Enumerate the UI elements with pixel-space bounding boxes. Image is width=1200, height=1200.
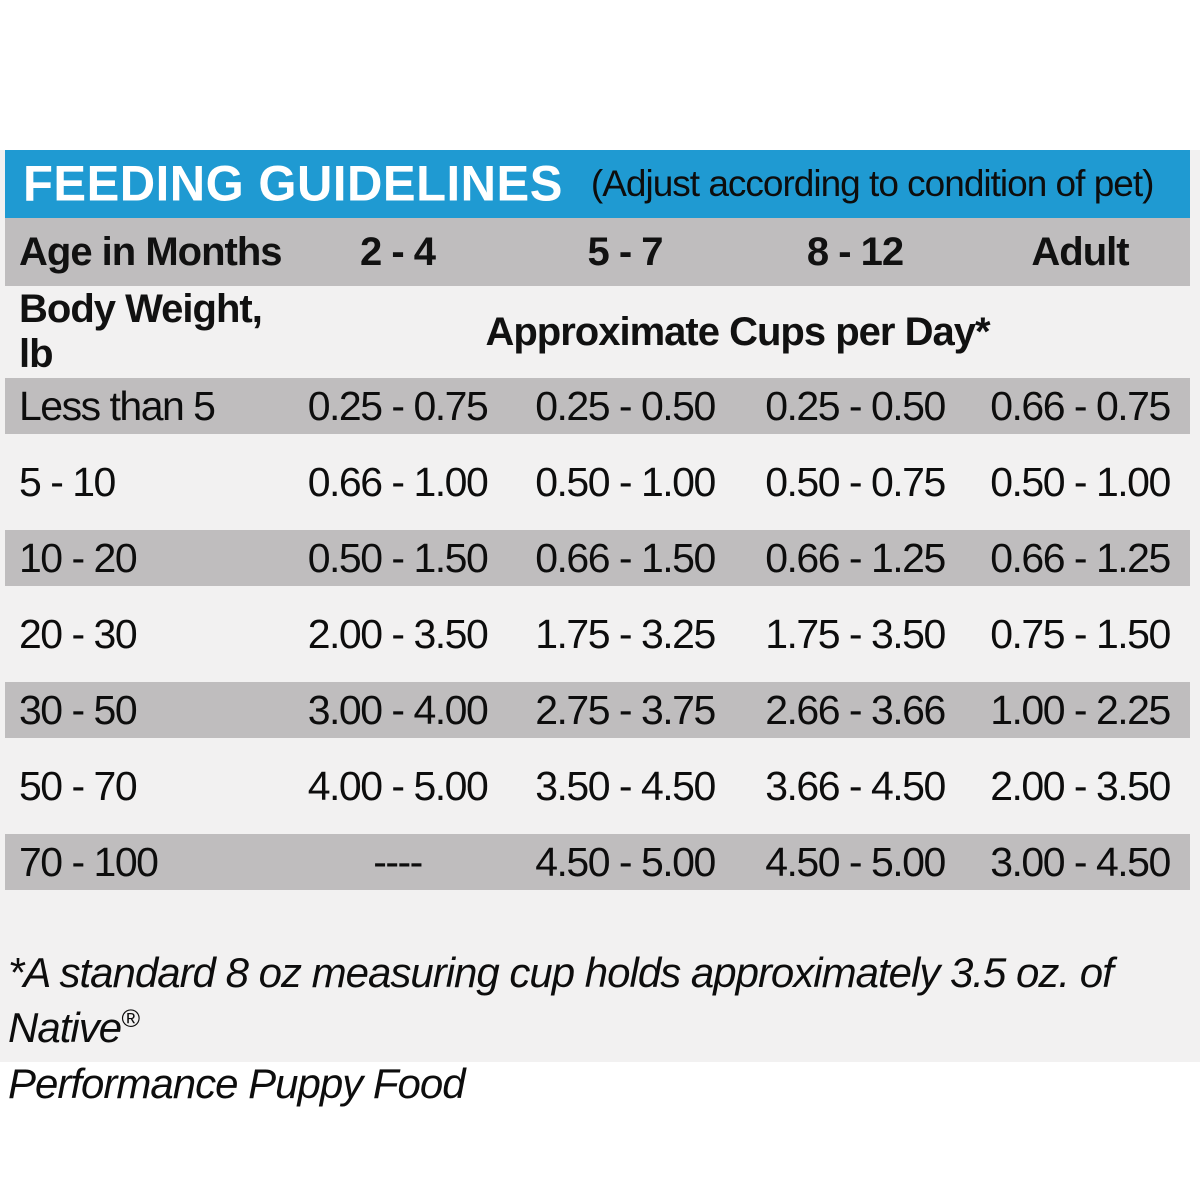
cups-cell: 0.66 - 1.25 bbox=[990, 534, 1171, 581]
page-title: FEEDING GUIDELINES bbox=[23, 156, 563, 212]
cups-cell: 0.75 - 1.50 bbox=[990, 610, 1171, 657]
table-row: Less than 5 0.25 - 0.75 0.25 - 0.50 0.25… bbox=[5, 378, 1190, 434]
footnote-line1: *A standard 8 oz measuring cup holds app… bbox=[8, 949, 1114, 1052]
cups-cell: 2.75 - 3.75 bbox=[535, 686, 716, 733]
weight-cell: Less than 5 bbox=[19, 382, 216, 429]
cups-cell: 0.50 - 1.50 bbox=[307, 534, 489, 581]
age-col-8-12: 8 - 12 bbox=[806, 229, 904, 274]
cups-cell: 0.50 - 1.00 bbox=[990, 458, 1171, 505]
cups-cell: 0.25 - 0.50 bbox=[765, 382, 946, 429]
cups-cell: 0.66 - 0.75 bbox=[990, 382, 1171, 429]
weight-cell: 70 - 100 bbox=[19, 838, 159, 885]
weight-cell: 20 - 30 bbox=[19, 610, 138, 657]
registered-trademark-symbol: ® bbox=[121, 1005, 140, 1034]
cups-cell: 4.50 - 5.00 bbox=[535, 838, 716, 885]
cups-per-day-header: Approximate Cups per Day* bbox=[485, 309, 990, 354]
measuring-cup-footnote: *A standard 8 oz measuring cup holds app… bbox=[8, 945, 1188, 1111]
feeding-table-body: Less than 5 0.25 - 0.75 0.25 - 0.50 0.25… bbox=[5, 378, 1190, 910]
age-col-adult: Adult bbox=[1031, 229, 1129, 274]
cups-cell: 4.00 - 5.00 bbox=[307, 762, 489, 809]
age-col-5-7: 5 - 7 bbox=[587, 229, 663, 274]
cups-cell: ---- bbox=[373, 838, 423, 885]
cups-cell: 0.50 - 1.00 bbox=[535, 458, 716, 505]
table-row: 10 - 20 0.50 - 1.50 0.66 - 1.50 0.66 - 1… bbox=[5, 530, 1190, 586]
cups-cell: 3.00 - 4.50 bbox=[990, 838, 1171, 885]
cups-cell: 1.75 - 3.25 bbox=[535, 610, 716, 657]
age-header-label: Age in Months bbox=[19, 229, 283, 274]
cups-cell: 3.00 - 4.00 bbox=[307, 686, 489, 733]
age-header-row: Age in Months 2 - 4 5 - 7 8 - 12 Adult bbox=[5, 218, 1190, 286]
title-bar: FEEDING GUIDELINES (Adjust according to … bbox=[5, 150, 1190, 218]
cups-cell: 0.50 - 0.75 bbox=[765, 458, 946, 505]
age-col-2-4: 2 - 4 bbox=[359, 229, 436, 274]
cups-cell: 4.50 - 5.00 bbox=[765, 838, 946, 885]
weight-cell: 5 - 10 bbox=[19, 458, 116, 505]
cups-cell: 3.50 - 4.50 bbox=[535, 762, 716, 809]
weight-cell: 10 - 20 bbox=[19, 534, 138, 581]
cups-cell: 3.66 - 4.50 bbox=[765, 762, 946, 809]
table-row: 70 - 100 ---- 4.50 - 5.00 4.50 - 5.00 3.… bbox=[5, 834, 1190, 890]
cups-cell: 0.66 - 1.00 bbox=[307, 458, 489, 505]
label-backdrop: FEEDING GUIDELINES (Adjust according to … bbox=[0, 150, 1200, 1107]
cups-cell: 1.00 - 2.25 bbox=[990, 686, 1171, 733]
table-row: 5 - 10 0.66 - 1.00 0.50 - 1.00 0.50 - 0.… bbox=[5, 454, 1190, 510]
cups-cell: 2.66 - 3.66 bbox=[765, 686, 946, 733]
table-row: 30 - 50 3.00 - 4.00 2.75 - 3.75 2.66 - 3… bbox=[5, 682, 1190, 738]
cups-cell: 2.00 - 3.50 bbox=[990, 762, 1171, 809]
cups-cell: 0.25 - 0.50 bbox=[535, 382, 716, 429]
title-subtitle: (Adjust according to condition of pet) bbox=[590, 163, 1155, 204]
cups-cell: 0.66 - 1.50 bbox=[535, 534, 716, 581]
cups-cell: 1.75 - 3.50 bbox=[765, 610, 946, 657]
footnote-line2: Performance Puppy Food bbox=[8, 1059, 466, 1107]
body-weight-header: Body Weight, lb bbox=[19, 287, 263, 376]
cups-cell: 2.00 - 3.50 bbox=[307, 610, 489, 657]
subheader-row: Body Weight, lb Approximate Cups per Day… bbox=[5, 286, 1190, 378]
weight-cell: 30 - 50 bbox=[19, 686, 138, 733]
cups-cell: 0.66 - 1.25 bbox=[765, 534, 946, 581]
weight-cell: 50 - 70 bbox=[19, 762, 138, 809]
table-row: 50 - 70 4.00 - 5.00 3.50 - 4.50 3.66 - 4… bbox=[5, 758, 1190, 814]
cups-cell: 0.25 - 0.75 bbox=[307, 382, 489, 429]
table-row: 20 - 30 2.00 - 3.50 1.75 - 3.25 1.75 - 3… bbox=[5, 606, 1190, 662]
